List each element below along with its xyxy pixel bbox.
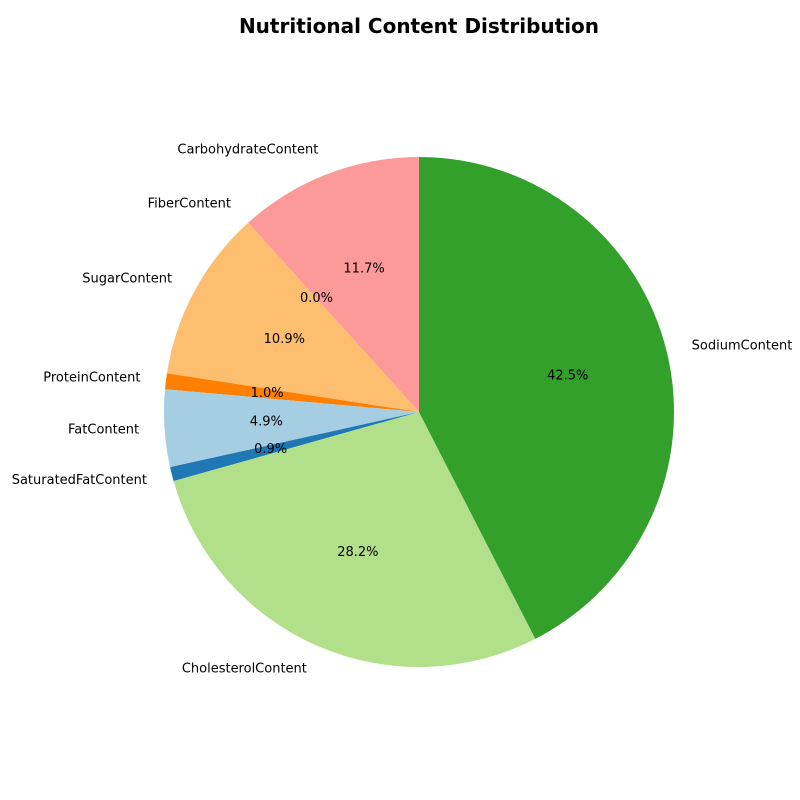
slice-percent-fiber-content: 0.0% [300, 291, 333, 306]
slice-protein-content [165, 373, 419, 412]
slice-percent-sugar-content: 10.9% [264, 332, 305, 347]
slice-label-saturated-fat-content: SaturatedFatContent [12, 473, 147, 488]
slice-label-fiber-content: FiberContent [148, 196, 231, 211]
slice-label-protein-content: ProteinContent [43, 371, 140, 386]
slice-label-cholesterol-content: CholesterolContent [182, 662, 307, 677]
slice-cholesterol-content [173, 412, 536, 668]
slice-percent-fat-content: 4.9% [250, 414, 283, 429]
slice-label-fat-content: FatContent [68, 423, 139, 438]
slice-carbohydrate-content [248, 157, 419, 412]
slice-sugar-content [166, 222, 419, 412]
slice-sodium-content [419, 157, 675, 639]
slice-label-sugar-content: SugarContent [82, 271, 172, 286]
pie-labels: CarbohydrateContent 11.7% FiberContent 0.0%… [12, 143, 793, 677]
slice-percent-cholesterol-content: 28.2% [337, 545, 378, 560]
slice-percent-carbohydrate-content: 11.7% [343, 262, 384, 277]
slice-label-sodium-content: SodiumContent [692, 339, 793, 354]
slice-saturated-fat-content [170, 412, 419, 482]
slice-percent-protein-content: 1.0% [251, 386, 284, 401]
pie-slices [164, 157, 675, 668]
slice-percent-saturated-fat-content: 0.9% [254, 442, 287, 457]
slice-fat-content [164, 389, 419, 468]
chart-title: Nutritional Content Distribution [239, 14, 599, 38]
slice-percent-sodium-content: 42.5% [547, 369, 588, 384]
slice-label-carbohydrate-content: CarbohydrateContent [177, 143, 318, 158]
